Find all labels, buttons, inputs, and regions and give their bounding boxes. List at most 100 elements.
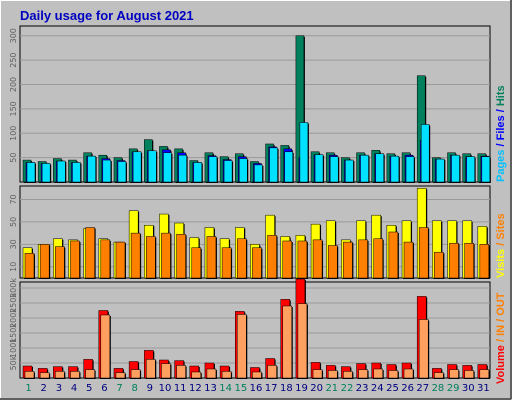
bar-pages [269,147,278,183]
bar-sites [373,238,383,279]
bar-in [358,369,368,379]
bar-sites [464,242,474,279]
day-label: 21 [325,383,338,394]
day-label: 15 [234,383,247,394]
bar-in [373,368,383,379]
panel-pages-files-hits: 50 100 150 200 250 300 [9,25,491,183]
bar-in [282,305,292,379]
bar-pages [284,151,293,183]
bar-sites [418,227,429,279]
bar-in [85,369,95,379]
panel-mid-y-tick-label: 10 [9,262,18,272]
bar-sites [312,239,323,279]
bar-in [237,314,247,379]
bar-sites [282,240,292,279]
day-label: 1 [25,383,31,394]
panel-top-y-tick-label: 50 [9,153,18,163]
day-label: 22 [341,383,354,394]
bar-sites [130,232,141,279]
bar-pages [163,152,172,183]
bar-sites [388,231,399,279]
bar-pages [375,153,384,183]
bar-in [434,372,444,379]
side-label-part: Pages [495,150,507,182]
bar-in [130,369,141,379]
side-label-part: Volume [495,345,507,384]
bar-pages [72,162,81,183]
bar-sites [449,242,459,279]
bar-sites [358,239,368,279]
side-label-part: Files [495,115,507,140]
side-label-visits-sites: Visits / Sites [495,213,507,278]
panel-bot-y-tick-label: 50k [9,355,18,370]
bar-pages [102,159,112,183]
bar-pages [41,163,51,183]
day-label: 25 [386,383,399,394]
bar-pages [360,154,369,183]
day-label: 17 [265,383,278,394]
day-label: 18 [280,383,293,394]
day-label: 13 [204,383,217,394]
day-label: 6 [101,383,107,394]
bar-in [100,314,111,379]
bar-sites [115,241,126,279]
bar-pages [208,156,218,183]
bar-sites [70,240,80,279]
bar-in [449,369,459,379]
day-label: 16 [250,383,263,394]
panel-top-y-tick-label: 100 [9,126,18,141]
day-label: 20 [310,383,323,394]
panel-bot-y-tick-label: 100k [9,338,18,358]
panel-top-y-tick-label: 200 [9,77,18,92]
side-label-part: / [495,140,507,149]
bar-pages [329,156,339,183]
bar-in [161,363,171,379]
bar-pages [254,164,263,183]
bar-in [267,365,277,379]
bar-pages [436,158,445,183]
side-label-part: / [495,316,507,325]
bar-in [327,370,338,379]
side-label-part: Sites [495,213,507,239]
bar-pages [178,154,187,183]
bar-in [191,371,202,379]
panel-mid-y-tick-label: 70 [9,194,18,204]
side-label-pages-files-hits: Pages / Files / Hits [495,85,507,182]
day-label: 8 [132,383,138,394]
day-label: 10 [159,383,172,394]
bar-pages [57,160,66,183]
bar-in [24,371,35,379]
bar-pages [420,124,430,183]
day-axis-labels: 1 2 3 4 5 6 7 8 9 10 11 12 13 14 15 16 17 18 19 20 21 22 23 24 2… [25,383,489,394]
panel-mid-y-tick-label: 50 [9,217,18,227]
bar-pages [405,156,415,183]
side-label-part: / [495,336,507,345]
bar-sites [297,240,308,279]
bar-sites [55,246,65,279]
bar-in [418,319,429,379]
bar-sites [206,236,217,279]
day-label: 14 [219,383,232,394]
bar-pages [451,154,460,183]
panel-bot-y-tick-label: 300k [9,278,18,298]
day-label: 11 [174,383,187,394]
bar-in [297,303,308,379]
side-label-part: Visits [495,249,507,278]
side-label-part: / [495,240,507,249]
bar-in [312,369,323,379]
panel-bot-y-tick-label: 200k [9,308,18,328]
bar-sites [39,244,50,279]
side-label-part: / [495,106,507,115]
bar-sites [161,232,171,279]
bar-sites [252,247,262,279]
day-label: 26 [401,383,414,394]
bar-in [221,371,232,379]
bar-pages [314,154,324,183]
bar-pages [481,156,491,183]
bar-sites [479,244,490,279]
day-label: 23 [356,383,369,394]
day-label: 7 [116,383,122,394]
bar-pages [148,150,157,183]
